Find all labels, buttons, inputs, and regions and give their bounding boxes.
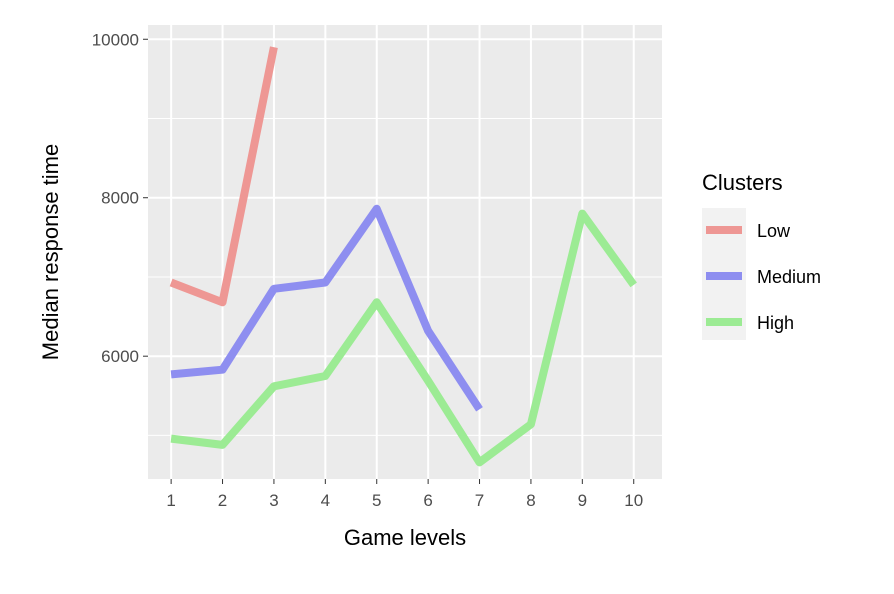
legend-title: Clusters (702, 170, 783, 195)
legend-label-medium: Medium (757, 267, 821, 287)
x-tick-label: 6 (423, 491, 432, 510)
y-axis-ticks: 6000 8000 10000 (92, 30, 148, 366)
x-tick-label: 8 (526, 491, 535, 510)
x-tick-label: 5 (372, 491, 381, 510)
y-tick-label: 8000 (101, 189, 139, 208)
x-tick-label: 1 (166, 491, 175, 510)
x-axis-title: Game levels (344, 525, 466, 550)
x-tick-label: 4 (321, 491, 330, 510)
legend: Clusters Low Medium High (702, 170, 821, 340)
series-line-medium (170, 204, 483, 412)
series-lines (169, 46, 637, 467)
series-line-high (170, 209, 637, 467)
legend-label-low: Low (757, 221, 791, 241)
plot-panel (148, 25, 662, 479)
legend-label-high: High (757, 313, 794, 333)
y-tick-label: 10000 (92, 30, 139, 49)
x-axis-ticks: 1 2 3 4 5 6 7 8 9 10 (166, 479, 643, 510)
x-tick-label: 2 (218, 491, 227, 510)
y-tick-label: 6000 (101, 347, 139, 366)
series-line-low (169, 46, 278, 307)
x-tick-label: 9 (578, 491, 587, 510)
x-tick-label: 7 (475, 491, 484, 510)
x-tick-label: 10 (624, 491, 643, 510)
x-tick-label: 3 (269, 491, 278, 510)
y-axis-title: Median response time (38, 144, 63, 360)
